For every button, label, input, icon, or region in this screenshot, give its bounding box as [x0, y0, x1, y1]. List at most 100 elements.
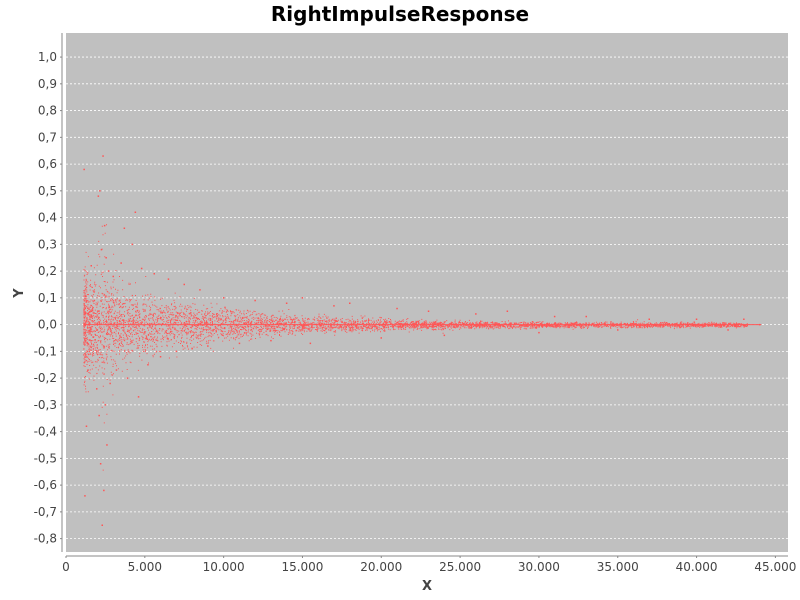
- y-tick-label: 0,5: [38, 184, 57, 198]
- x-axis-ticks: 0 5.000 10.000 15.000 20.000 25.000 30.000 35.0…: [62, 556, 796, 574]
- data-point: [506, 310, 509, 312]
- data-point: [103, 489, 105, 492]
- x-tick-label: 35.000: [597, 560, 639, 574]
- data-point: [102, 155, 104, 157]
- y-tick-label: -0,3: [34, 398, 57, 412]
- data-point: [585, 315, 587, 318]
- data-point: [137, 396, 140, 398]
- data-point: [104, 404, 107, 406]
- x-tick-label: 5.000: [128, 560, 162, 574]
- data-point: [443, 334, 446, 337]
- data-point: [100, 248, 103, 251]
- x-tick-label: 45.000: [754, 560, 796, 574]
- axes: [61, 33, 788, 557]
- data-point: [167, 278, 170, 280]
- data-point: [553, 315, 556, 318]
- data-point: [153, 273, 155, 275]
- data-point: [103, 224, 106, 227]
- data-point: [538, 331, 540, 334]
- data-point: [199, 289, 201, 291]
- data-point: [349, 302, 351, 304]
- x-axis-label: X: [422, 579, 432, 594]
- data-point: [107, 270, 110, 272]
- data-point: [106, 444, 108, 446]
- data-point: [270, 339, 272, 342]
- x-tick-label: 0: [62, 560, 70, 574]
- plot-area: [66, 33, 788, 552]
- data-point: [98, 414, 100, 417]
- data-point: [191, 347, 193, 350]
- data-point: [309, 342, 312, 345]
- y-tick-label: -0,6: [34, 478, 57, 492]
- y-tick-label: 0,7: [38, 130, 57, 144]
- y-axis-label: Y: [12, 288, 27, 299]
- x-tick-label: 30.000: [518, 560, 560, 574]
- y-tick-label: 0,6: [38, 157, 57, 171]
- y-tick-label: 0,1: [38, 291, 57, 305]
- y-tick-label: 0,8: [38, 104, 57, 118]
- data-point: [140, 267, 143, 270]
- data-point: [90, 265, 92, 267]
- data-point: [97, 195, 100, 197]
- data-point: [254, 299, 256, 302]
- data-point: [112, 275, 114, 278]
- data-point: [105, 257, 107, 259]
- data-point: [333, 305, 335, 307]
- data-point: [120, 262, 122, 264]
- data-point: [238, 342, 241, 345]
- data-point: [207, 345, 209, 347]
- data-point: [131, 243, 133, 246]
- x-tick-label: 25.000: [439, 560, 481, 574]
- data-point: [101, 524, 103, 526]
- y-tick-label: -0,1: [34, 344, 57, 358]
- data-point: [695, 318, 698, 320]
- data-point: [301, 297, 304, 299]
- data-point: [85, 425, 88, 427]
- data-point: [396, 307, 398, 310]
- data-point: [175, 350, 178, 353]
- data-point: [99, 190, 101, 192]
- data-point: [87, 369, 89, 371]
- y-tick-label: 0,3: [38, 237, 57, 251]
- data-point: [285, 302, 288, 304]
- data-point: [727, 329, 729, 331]
- data-point: [159, 356, 162, 358]
- data-point: [147, 364, 149, 366]
- y-tick-label: 0,2: [38, 264, 57, 278]
- y-tick-label: 0,9: [38, 77, 57, 91]
- y-tick-label: -0,5: [34, 451, 57, 465]
- data-point: [96, 388, 98, 390]
- data-point: [617, 329, 619, 331]
- x-tick-label: 10.000: [203, 560, 245, 574]
- y-axis-ticks: 1,0 0,9 0,8 0,7 0,6 0,5 0,4 0,3 0,2 0,1 0,0 -0,1 -0,…: [34, 50, 62, 546]
- scatter-cloud: [83, 224, 762, 471]
- data-point: [83, 168, 85, 171]
- y-tick-label: -0,8: [34, 532, 57, 546]
- x-tick-label: 15.000: [281, 560, 323, 574]
- y-tick-label: -0,2: [34, 371, 57, 385]
- data-point: [222, 297, 225, 299]
- data-point: [99, 463, 102, 465]
- data-point: [743, 318, 745, 320]
- chart-title: RightImpulseResponse: [271, 2, 529, 26]
- x-tick-label: 40.000: [676, 560, 718, 574]
- data-point: [109, 382, 111, 385]
- data-point: [126, 377, 129, 379]
- data-point: [648, 318, 650, 320]
- data-point: [758, 323, 761, 326]
- y-tick-label: 0,4: [38, 211, 57, 225]
- y-tick-label: 1,0: [38, 50, 57, 64]
- data-point: [93, 299, 96, 302]
- scatter-points: [83, 155, 761, 526]
- y-tick-label: 0,0: [38, 318, 57, 332]
- data-point: [123, 227, 126, 229]
- data-point: [84, 495, 86, 497]
- data-point: [427, 310, 430, 312]
- x-tick-label: 20.000: [360, 560, 402, 574]
- data-point: [134, 211, 137, 213]
- data-point: [380, 337, 382, 339]
- data-point: [475, 313, 477, 315]
- y-tick-label: -0,7: [34, 505, 57, 519]
